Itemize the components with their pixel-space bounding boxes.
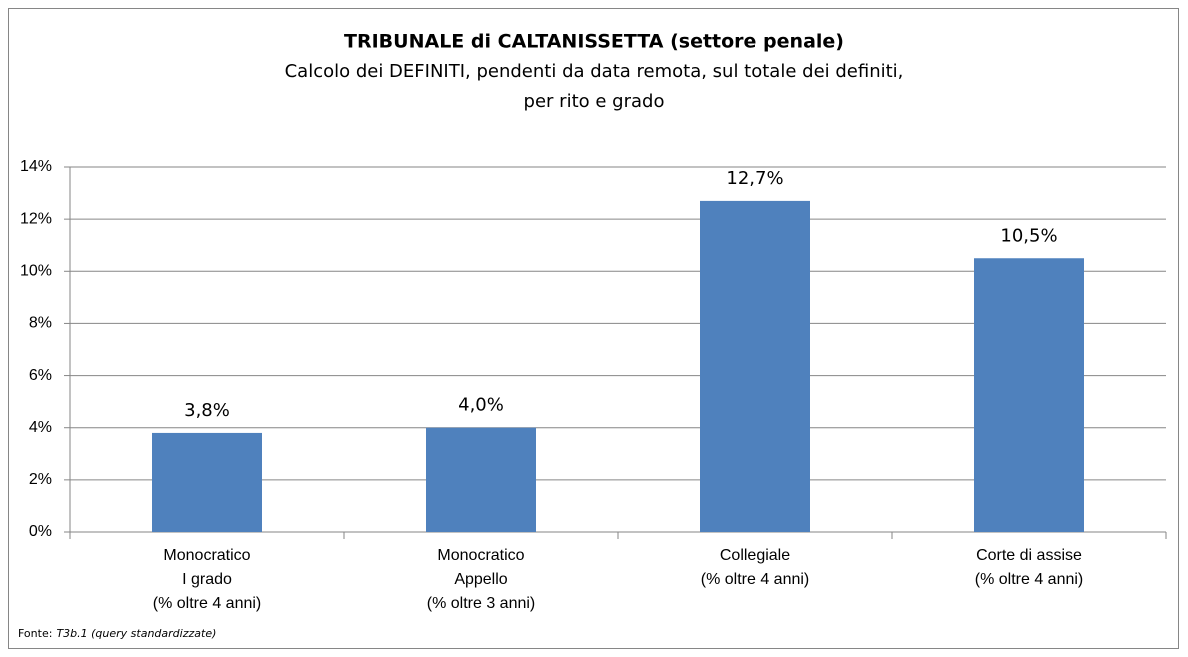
x-tick-label: Monocratico [437,547,524,564]
x-tick-label: I grado [182,571,232,588]
y-tick-label: 0% [29,523,52,540]
source: Fonte: T3b.1 (query standardizzate) [18,627,216,640]
source-text: T3b.1 (query standardizzate) [56,627,216,640]
x-tick-label: (% oltre 4 anni) [153,595,262,612]
source-label: Fonte: [18,627,52,640]
x-tick-label: Monocratico [163,547,250,564]
x-tick-label: Corte di assise [976,547,1082,564]
y-tick-label: 14% [20,158,52,175]
bar [426,427,536,532]
y-tick-label: 8% [29,315,52,332]
data-label: 12,7% [726,168,783,189]
bar [152,432,262,532]
y-tick-label: 10% [20,263,52,280]
y-tick-label: 12% [20,210,52,227]
data-label: 10,5% [1000,225,1057,246]
chart-title: TRIBUNALE di CALTANISSETTA (settore pena… [344,31,844,53]
y-tick-label: 4% [29,419,52,436]
chart-subtitle: per rito e grado [524,91,665,112]
chart-subtitle: Calcolo dei DEFINITI, pendenti da data r… [285,61,904,82]
x-tick-label: (% oltre 3 anni) [427,595,536,612]
x-tick-label: (% oltre 4 anni) [701,571,810,588]
bar [700,200,810,532]
x-tick-label: Appello [454,571,507,588]
x-tick-label: (% oltre 4 anni) [975,571,1084,588]
data-label: 3,8% [184,400,230,421]
x-tick-label: Collegiale [720,547,790,564]
bar [974,258,1084,532]
y-tick-label: 2% [29,471,52,488]
y-tick-label: 6% [29,367,52,384]
data-label: 4,0% [458,395,504,416]
